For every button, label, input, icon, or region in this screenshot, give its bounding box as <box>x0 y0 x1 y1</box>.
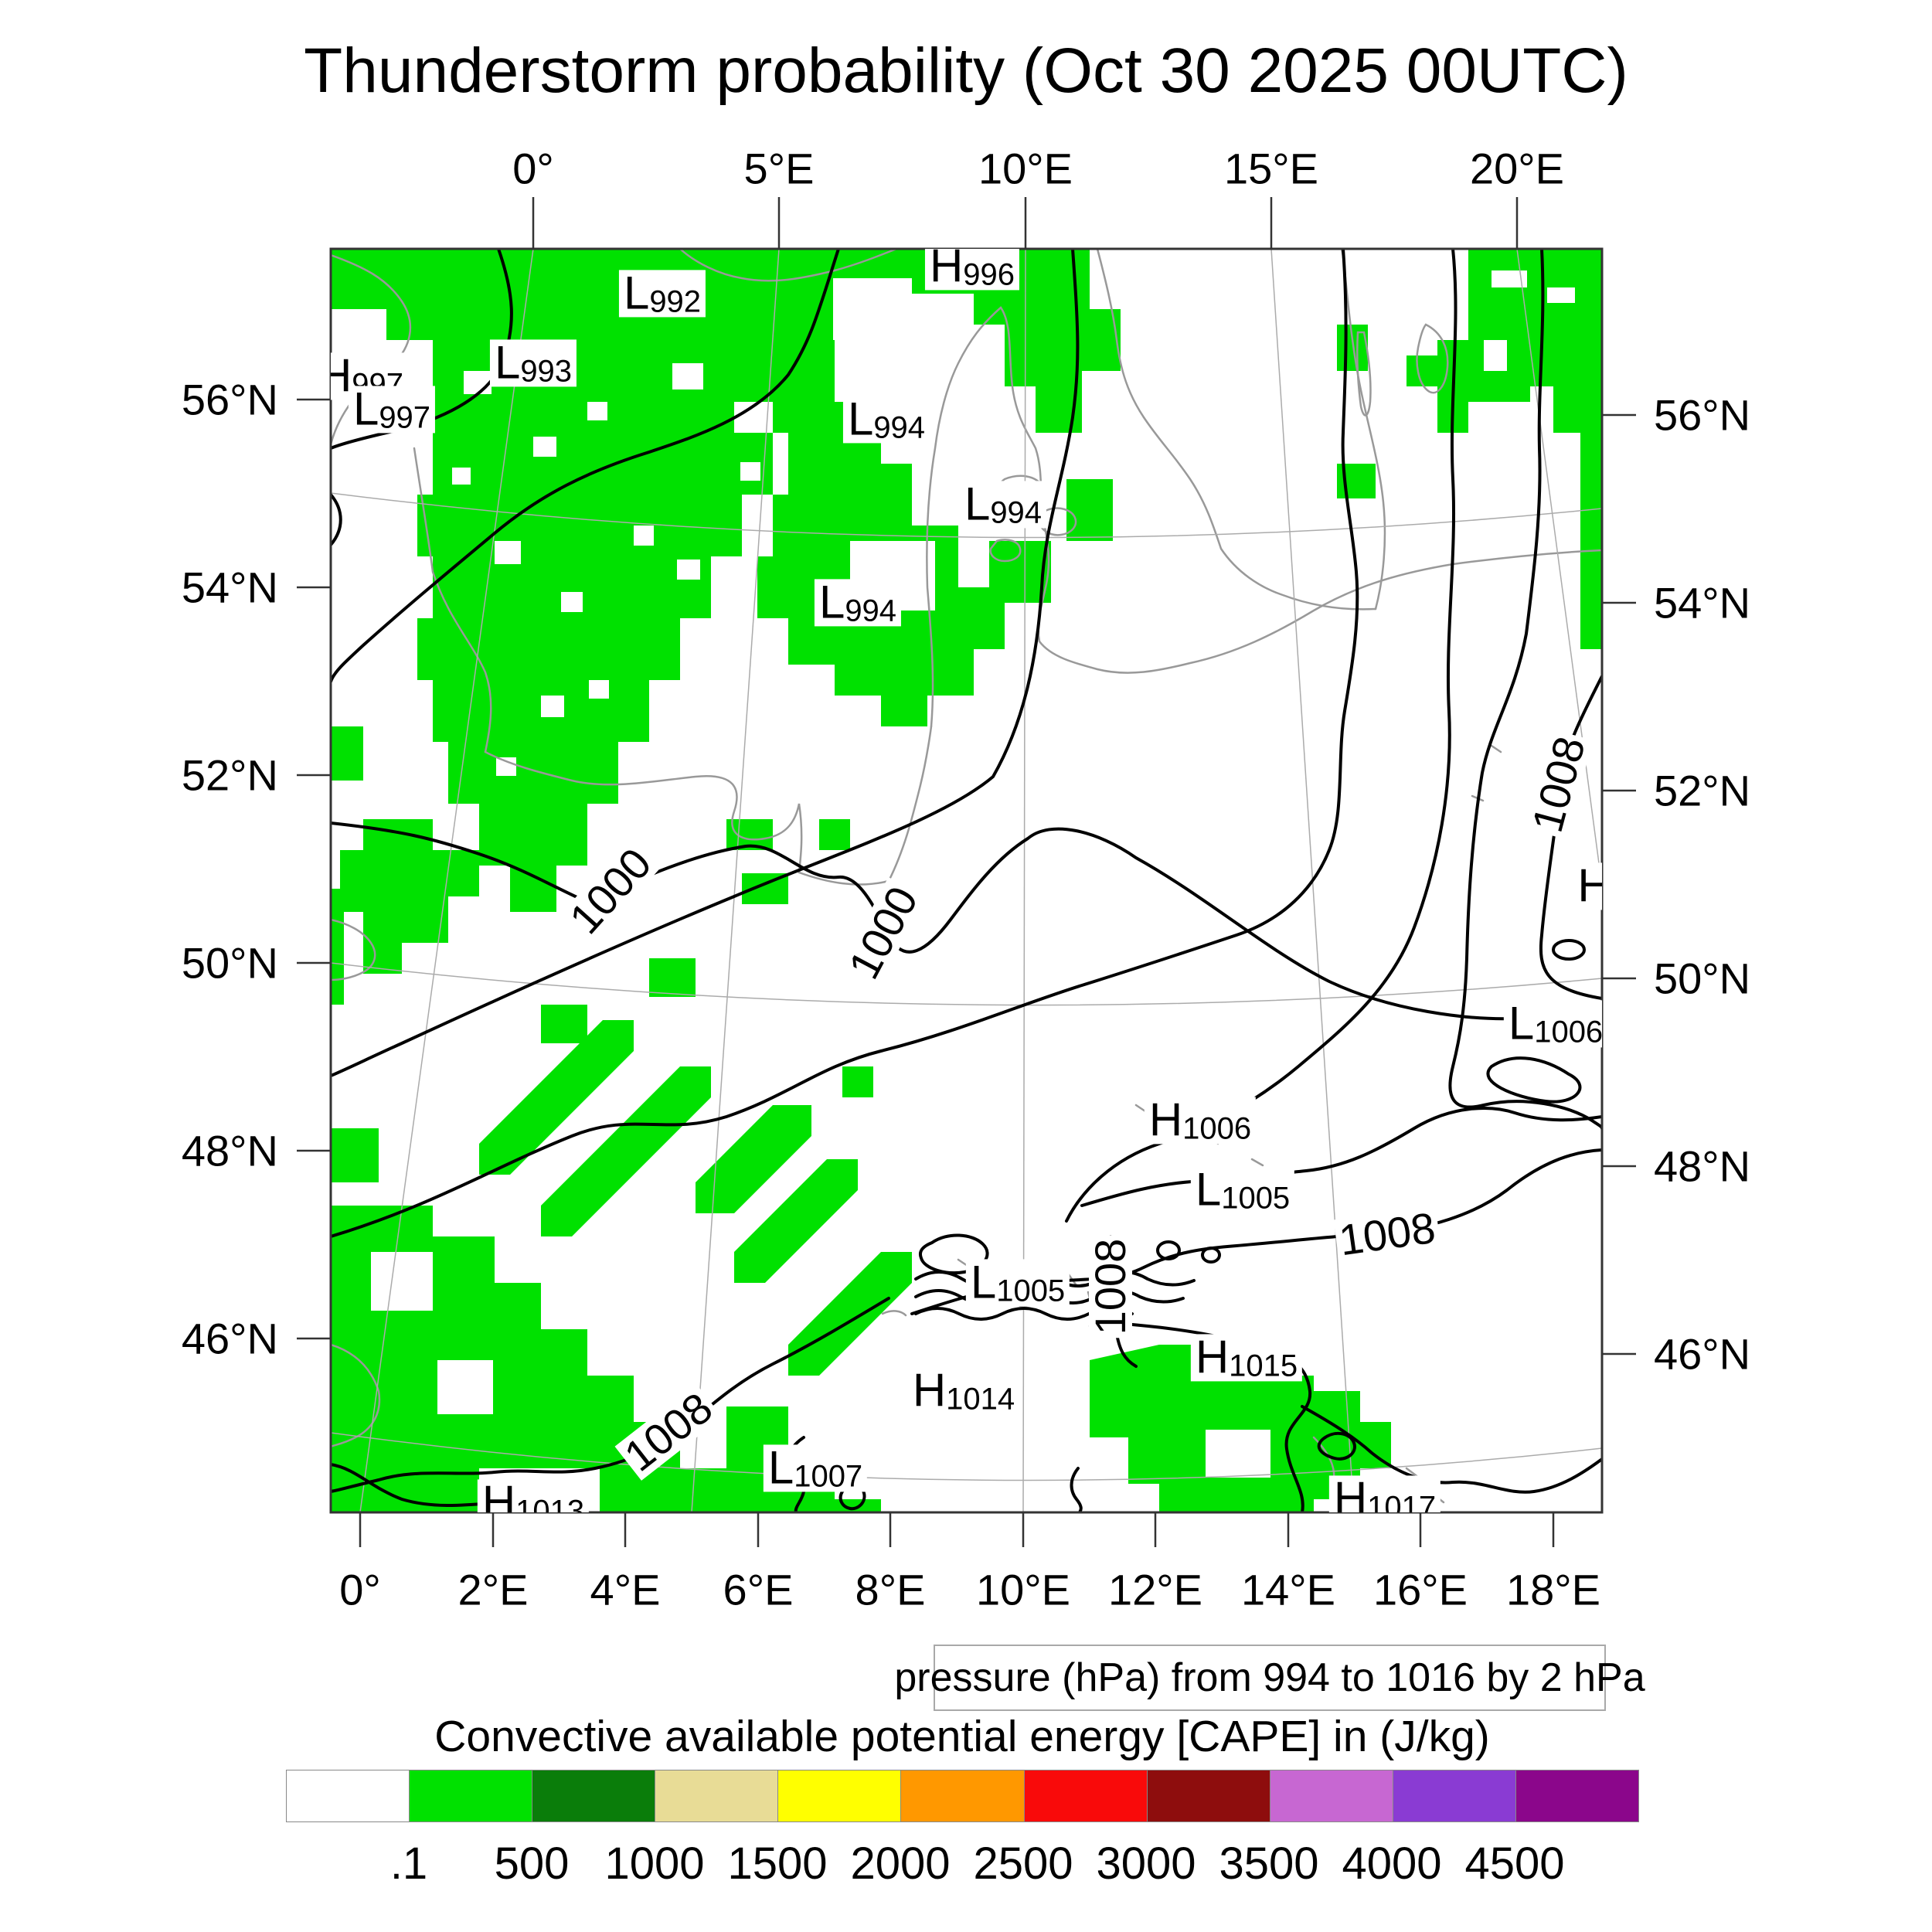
contour-label-1008-d: 1008 <box>614 1383 723 1481</box>
left-axis-label-56n: 56°N <box>181 375 278 424</box>
bottom-axis-label-2e: 2°E <box>457 1565 529 1614</box>
contour-label-1000-b: 1000 <box>839 877 927 988</box>
map-label-layer: H996 L992 L993 H997 L997 L994 L994 L994 … <box>331 249 1602 1512</box>
colorbar-tick-8: 4000 <box>1342 1838 1442 1889</box>
colorbar-tick-3: 1500 <box>727 1838 828 1889</box>
bottom-axis-label-6e: 6°E <box>723 1565 794 1614</box>
colorbar <box>286 1770 1639 1822</box>
colorbar-cell-4 <box>778 1770 902 1821</box>
colorbar-cell-1 <box>410 1770 533 1821</box>
pressure-label-h1013: H1013 <box>477 1479 590 1512</box>
colorbar-tick-7: 3500 <box>1219 1838 1319 1889</box>
pressure-label-l994-b: L994 <box>959 481 1047 529</box>
pressure-label-h-edge: H <box>1573 862 1602 910</box>
left-axis-label-46n: 46°N <box>181 1314 278 1363</box>
colorbar-cell-6 <box>1024 1770 1148 1821</box>
contour-label-1008-b: 1008 <box>1086 1235 1134 1338</box>
left-axis-label-50n: 50°N <box>181 938 278 988</box>
colorbar-tick-0: .1 <box>389 1838 428 1889</box>
pressure-label-h996: H996 <box>924 249 1020 291</box>
pressure-label-l1005-b: L1005 <box>965 1259 1070 1307</box>
bottom-axis-label-10e: 10°E <box>975 1565 1071 1614</box>
top-axis-label-0: 0° <box>512 144 554 193</box>
contour-label-1008-c: 1008 <box>1333 1203 1441 1264</box>
left-axis-label-48n: 48°N <box>181 1126 278 1175</box>
top-axis-label-15e: 15°E <box>1223 144 1319 193</box>
pressure-label-h1017: H1017 <box>1328 1475 1441 1512</box>
colorbar-tick-4: 2000 <box>850 1838 951 1889</box>
left-axis-label-54n: 54°N <box>181 563 278 612</box>
contour-label-1008-a: 1008 <box>1522 729 1594 840</box>
right-axis-label-52n: 52°N <box>1654 766 1751 815</box>
pressure-label-l1005-a: L1005 <box>1190 1166 1295 1214</box>
colorbar-cell-10 <box>1515 1770 1639 1821</box>
colorbar-cell-0 <box>287 1770 410 1821</box>
axis-ticks <box>297 197 1636 1547</box>
colorbar-cell-8 <box>1270 1770 1393 1821</box>
colorbar-cell-7 <box>1147 1770 1270 1821</box>
contour-label-1000-a: 1000 <box>560 838 662 944</box>
colorbar-cell-5 <box>901 1770 1025 1821</box>
colorbar-title: Convective available potential energy [C… <box>434 1712 1490 1761</box>
bottom-axis-label-14e: 14°E <box>1240 1565 1336 1614</box>
bottom-axis-label-12e: 12°E <box>1107 1565 1203 1614</box>
pressure-label-l992: L992 <box>618 270 706 318</box>
page-title: Thunderstorm probability (Oct 30 2025 00… <box>304 36 1628 106</box>
bottom-axis-label-0: 0° <box>339 1565 381 1614</box>
right-axis-label-46n: 46°N <box>1654 1329 1751 1379</box>
pressure-label-l1006: L1006 <box>1503 1000 1602 1048</box>
top-axis-label-5e: 5°E <box>743 144 815 193</box>
colorbar-tick-6: 3000 <box>1096 1838 1196 1889</box>
left-axis-label-52n: 52°N <box>181 750 278 800</box>
top-axis-label-20e: 20°E <box>1469 144 1565 193</box>
pressure-label-l993: L993 <box>489 339 577 387</box>
right-axis-label-48n: 48°N <box>1654 1141 1751 1191</box>
bottom-axis-label-4e: 4°E <box>590 1565 661 1614</box>
pressure-label-l1007: L1007 <box>763 1444 868 1492</box>
right-axis-label-54n: 54°N <box>1654 578 1751 628</box>
colorbar-cell-3 <box>655 1770 779 1821</box>
colorbar-tick-9: 4500 <box>1464 1838 1565 1889</box>
pressure-label-h1006: H1006 <box>1144 1097 1257 1145</box>
bottom-axis-label-18e: 18°E <box>1505 1565 1601 1614</box>
right-axis-label-56n: 56°N <box>1654 390 1751 440</box>
colorbar-tick-5: 2500 <box>973 1838 1073 1889</box>
pressure-label-h1014: H1014 <box>907 1367 1020 1415</box>
bottom-axis-label-8e: 8°E <box>855 1565 926 1614</box>
right-axis-label-50n: 50°N <box>1654 954 1751 1003</box>
pressure-label-l997: L997 <box>348 386 436 434</box>
pressure-label-h1015: H1015 <box>1190 1334 1303 1382</box>
colorbar-tick-1: 500 <box>494 1838 570 1889</box>
pressure-label-l994-a: L994 <box>842 396 930 444</box>
coastlines-layer <box>331 249 1602 1512</box>
pressure-label-l994-c: L994 <box>814 579 902 627</box>
bottom-axis-label-16e: 16°E <box>1372 1565 1468 1614</box>
pressure-legend: pressure (hPa) from 994 to 1016 by 2 hPa <box>894 1645 1645 1711</box>
colorbar-tick-2: 1000 <box>604 1838 705 1889</box>
colorbar-cell-9 <box>1393 1770 1516 1821</box>
colorbar-cell-2 <box>532 1770 656 1821</box>
top-axis-label-10e: 10°E <box>978 144 1073 193</box>
